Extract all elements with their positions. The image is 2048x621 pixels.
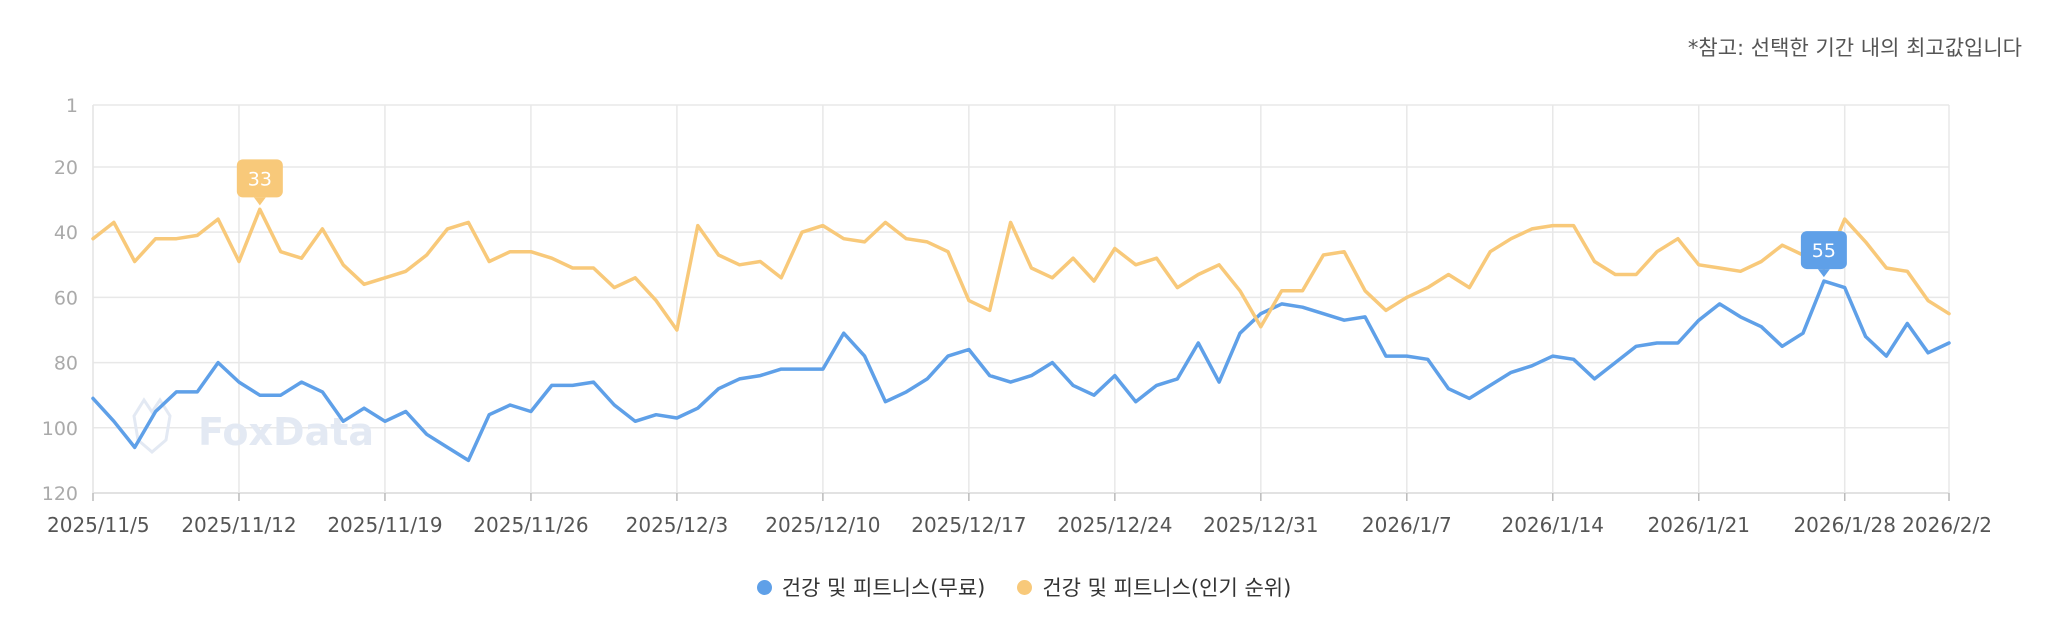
vertical-gridlines — [92, 105, 1950, 494]
peak-label: 33 — [248, 168, 272, 190]
series-line-0[interactable] — [91, 279, 1951, 463]
x-tick-label: 2026/1/21 — [1647, 513, 1750, 537]
y-tick-label: 120 — [42, 483, 78, 505]
y-tick-label: 100 — [42, 418, 78, 440]
watermark-text: FoxData — [198, 410, 374, 454]
x-tick-label: 2025/12/31 — [1203, 513, 1318, 537]
x-tick-label: 2025/11/26 — [473, 513, 588, 537]
chart-note: *참고: 선택한 기간 내의 최고값입니다 — [1687, 36, 2022, 60]
x-tick-label: 2025/11/12 — [181, 513, 296, 537]
y-tick-label: 60 — [54, 287, 78, 309]
series-lines — [91, 207, 1951, 463]
x-tick-label: 2026/1/7 — [1362, 513, 1452, 537]
x-tick-label: 2026/1/14 — [1501, 513, 1604, 537]
x-tick-label: 2025/12/24 — [1057, 513, 1172, 537]
x-tick-label: 2025/12/17 — [911, 513, 1026, 537]
x-tick-label: 2026/1/28 — [1793, 513, 1896, 537]
x-tick-label: 2026/2/2 — [1902, 513, 1992, 537]
x-tick-label: 2025/11/5 — [47, 513, 150, 537]
y-tick-label: 20 — [54, 157, 78, 179]
legend-swatch-popular — [1017, 579, 1033, 595]
peak-callouts: 55 33 — [236, 159, 1847, 278]
legend-swatch-free — [756, 579, 772, 595]
y-tick-label: 1 — [66, 95, 78, 117]
series-line-1[interactable] — [91, 207, 1951, 332]
watermark: FoxData — [132, 397, 374, 454]
x-tick-label: 2025/12/3 — [626, 513, 729, 537]
legend-item-popular[interactable]: 건강 및 피트니스(인기 순위) — [1017, 572, 1291, 602]
legend-label-popular: 건강 및 피트니스(인기 순위) — [1042, 576, 1292, 600]
x-axis-ticks: 2025/11/5 2025/11/12 2025/11/19 2025/11/26 2… — [47, 493, 1992, 537]
legend: 건강 및 피트니스(무료) 건강 및 피트니스(인기 순위) — [0, 572, 2048, 602]
peak-callout-0: 55 — [1800, 231, 1847, 278]
y-tick-label: 40 — [54, 222, 78, 244]
legend-item-free[interactable]: 건강 및 피트니스(무료) — [756, 572, 986, 602]
y-tick-label: 80 — [54, 353, 78, 375]
x-tick-label: 2025/12/10 — [765, 513, 880, 537]
x-tick-label: 2025/11/19 — [327, 513, 442, 537]
legend-label-free: 건강 및 피트니스(무료) — [781, 576, 986, 600]
peak-label: 55 — [1812, 240, 1836, 262]
fox-logo-icon — [132, 397, 172, 454]
peak-callout-1: 33 — [236, 159, 283, 206]
